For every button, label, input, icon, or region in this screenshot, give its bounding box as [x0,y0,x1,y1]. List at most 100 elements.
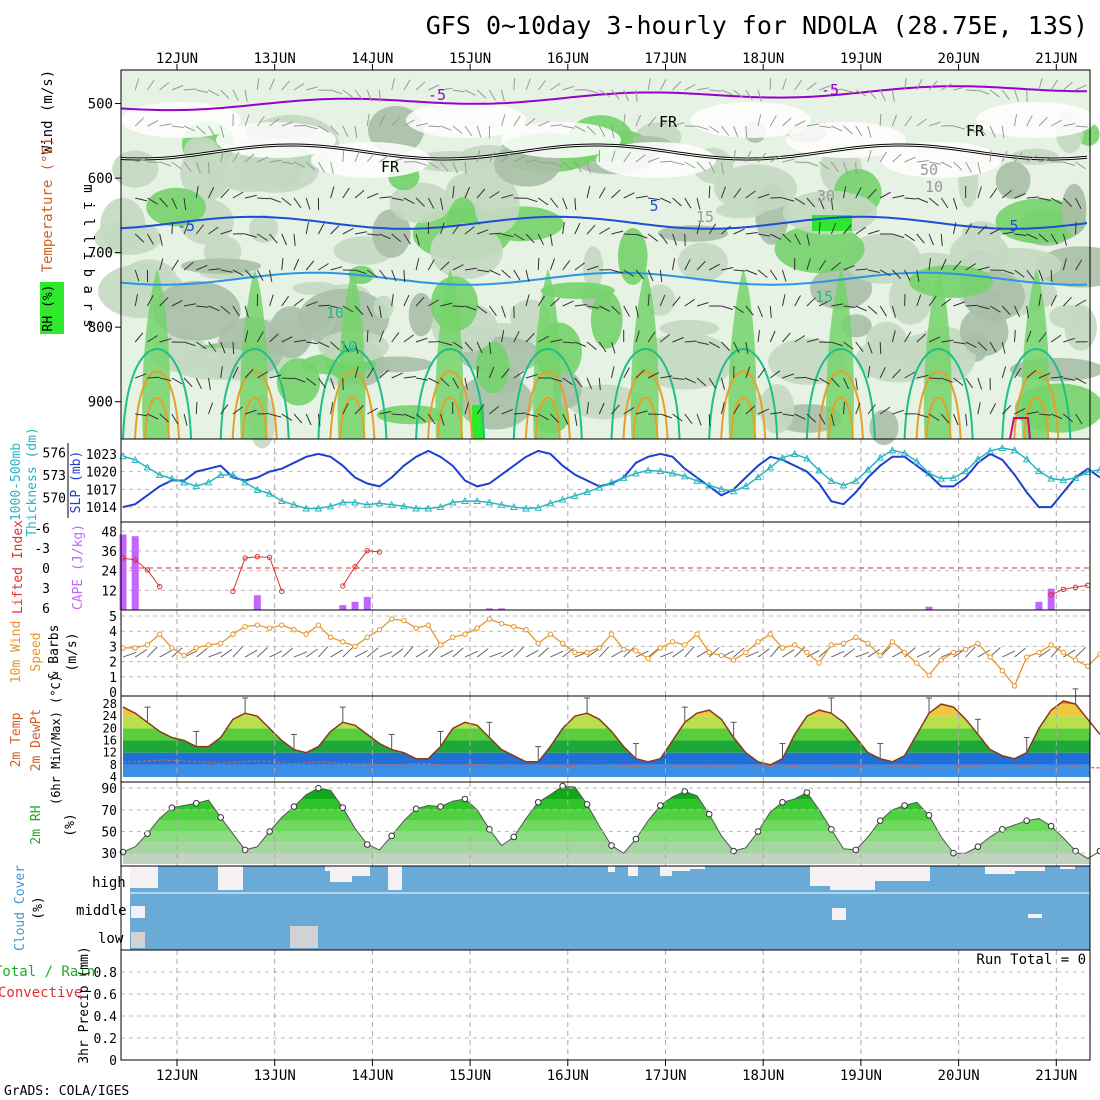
rh-shade-blob [372,209,411,258]
thickness-marker [1096,465,1100,473]
wind-barb [135,413,148,417]
thickness-marker [302,504,311,512]
wind-barb [867,230,880,235]
wind-barb [135,158,147,163]
wind-barb [855,187,862,199]
contour-label: -5 [821,81,839,99]
wind-barb [892,269,902,279]
wind-barb [769,115,777,127]
wind-barb [476,341,483,354]
wind-barb [550,413,560,423]
wind10-speed-marker [291,626,297,633]
wind10-barb [220,648,233,658]
wind-barb [330,161,334,174]
wind-barb [830,197,834,210]
wind-barb [635,369,645,379]
wind-barb [953,377,964,386]
wind-barb [525,294,530,307]
cross-section-legend-wind: Wind (m/s) [40,70,56,154]
wind-barb [916,118,927,127]
wind-barb [488,341,492,354]
temp-contour-10 [120,271,1088,286]
wind10-barb [611,649,624,658]
wind10-speed-marker [608,631,615,637]
thickness-marker [461,497,469,505]
wind-barb [648,197,661,201]
wind-barb [501,330,505,343]
thickness-marker [1022,455,1031,463]
rh-shade-blob [100,198,146,252]
thickness-marker [558,495,567,503]
wind10-barb [733,647,745,658]
wind-barb [916,160,929,163]
wind-barb [195,224,205,235]
wind-barb [317,413,321,426]
rh-shade-blob [590,291,623,349]
wind10-speed-marker [1011,683,1018,689]
cape-bar [498,608,506,610]
wind-barb [208,268,221,271]
rh-shade-blob [1049,304,1090,329]
cloud-high-block [1015,866,1045,871]
temp-legend-line2: 2m DewPt [29,709,44,772]
wind-barb [513,331,520,343]
thickness-marker [693,476,701,484]
wind-barb [428,161,439,169]
wind-barb [574,377,583,388]
wind-barb [196,264,208,271]
wind-barb [586,377,593,390]
wind-barb [391,269,397,282]
wind-barb [843,186,847,199]
wind-barb [879,191,891,199]
cloud-high-block [325,866,330,871]
wind-barb [940,197,949,209]
wind-barb [757,330,760,343]
wind-barb [831,303,844,307]
wind-barb [1038,78,1043,91]
wind10-speed-marker [914,660,920,666]
wind10-speed-marker [242,623,248,630]
wind-barb [415,197,425,207]
wind-barb [245,194,257,199]
thickness-marker [1071,473,1080,481]
wind-barb [306,86,318,91]
wind-barb [879,366,886,379]
wind-barb [696,261,706,271]
wind-barb [562,125,575,129]
wind-barb [733,341,740,353]
wind10-speed-marker [901,649,908,656]
wind-barb [366,89,372,102]
wind-barb [867,341,873,354]
wind-barb [171,85,184,91]
wind-barb [403,413,416,419]
wind-barb [232,341,235,355]
thickness-marker [375,499,384,507]
wind-barb [952,197,958,210]
wind-barb [281,295,290,307]
thickness-marker [265,489,274,497]
wind-barb [977,161,981,174]
wind-barb [916,294,922,307]
wind-barb [147,120,159,127]
wind-barb [684,259,691,271]
wind10-barb [464,650,478,658]
wind-barb [1001,366,1007,379]
wind-barb [366,329,369,343]
wind-barb [269,294,274,307]
wind-barb [745,190,756,199]
wind-barb [440,125,452,131]
wind-barb [574,125,586,133]
wind-barb [879,305,887,317]
wind-barb [623,407,635,415]
wind-barb [415,337,428,343]
wind10-speed-marker [132,645,138,651]
temp-band [123,752,1090,765]
wind-barb [354,269,367,275]
wind-barb [916,374,929,379]
contour-label: 10 [339,338,357,356]
wind-barb [647,78,651,91]
lifted-index-marker [144,567,151,573]
thickness-marker [571,491,579,499]
wind-barb [977,341,988,351]
wind-barb [183,303,196,307]
